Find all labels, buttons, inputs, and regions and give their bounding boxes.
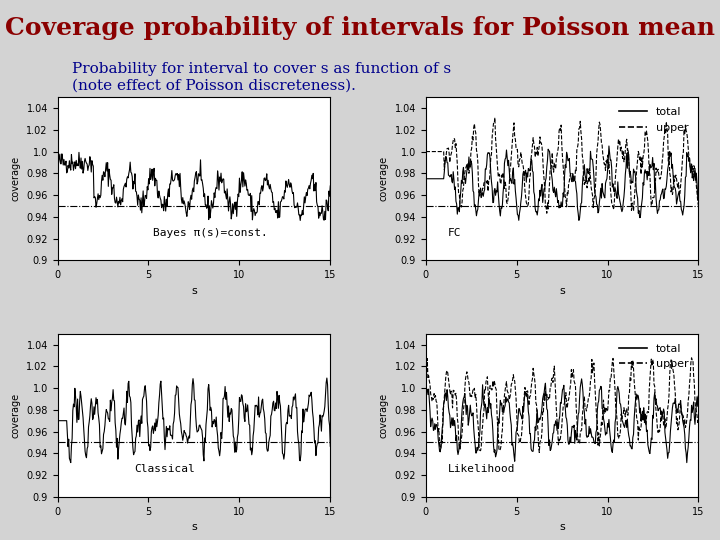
Y-axis label: coverage: coverage xyxy=(11,393,21,438)
Text: Bayes π(s)=const.: Bayes π(s)=const. xyxy=(153,228,268,238)
X-axis label: s: s xyxy=(559,286,565,295)
X-axis label: s: s xyxy=(191,522,197,532)
Legend: total, upper: total, upper xyxy=(615,103,693,137)
Y-axis label: coverage: coverage xyxy=(379,156,389,201)
Text: Probability for interval to cover s as function of s: Probability for interval to cover s as f… xyxy=(72,62,451,76)
X-axis label: s: s xyxy=(559,522,565,532)
Y-axis label: coverage: coverage xyxy=(379,393,389,438)
Text: Classical: Classical xyxy=(134,464,194,474)
X-axis label: s: s xyxy=(191,286,197,295)
Text: Likelihood: Likelihood xyxy=(448,464,515,474)
Text: FC: FC xyxy=(448,228,461,238)
Legend: total, upper: total, upper xyxy=(615,339,693,374)
Text: Coverage probability of intervals for Poisson mean: Coverage probability of intervals for Po… xyxy=(5,16,715,40)
Y-axis label: coverage: coverage xyxy=(11,156,21,201)
Text: (note effect of Poisson discreteness).: (note effect of Poisson discreteness). xyxy=(72,78,356,92)
